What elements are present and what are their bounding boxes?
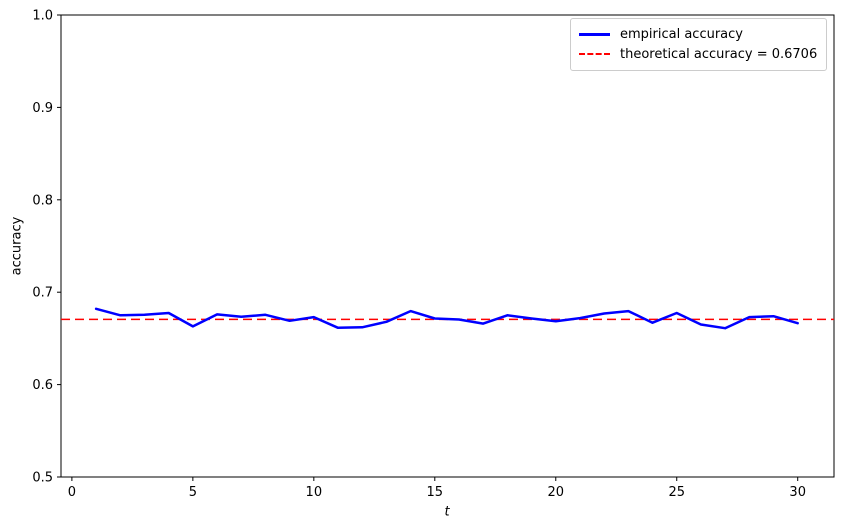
legend-item-empirical: empirical accuracy xyxy=(579,28,818,41)
legend-item-theoretical: theoretical accuracy = 0.6706 xyxy=(579,48,818,61)
legend-label-theoretical: theoretical accuracy = 0.6706 xyxy=(620,46,818,62)
x-axis-label: t xyxy=(444,504,450,520)
y-axis-label: accuracy xyxy=(9,216,25,276)
legend: empirical accuracy theoretical accuracy … xyxy=(570,18,827,71)
x-tick-label: 0 xyxy=(68,485,76,500)
y-tick-label: 0.8 xyxy=(32,193,53,208)
y-tick-label: 0.7 xyxy=(32,286,53,301)
legend-label-empirical: empirical accuracy xyxy=(620,27,743,43)
x-tick-label: 20 xyxy=(547,485,564,500)
y-tick-label: 0.5 xyxy=(32,471,53,486)
x-tick-label: 15 xyxy=(427,485,444,500)
x-tick-label: 10 xyxy=(306,485,323,500)
legend-line-sample-empirical xyxy=(579,33,610,37)
plot-border xyxy=(60,14,835,478)
x-tick-label: 5 xyxy=(189,485,197,500)
x-tick-label: 30 xyxy=(789,485,806,500)
y-tick-label: 1.0 xyxy=(32,9,53,24)
empirical-accuracy-line xyxy=(94,307,799,330)
x-tick-label: 25 xyxy=(668,485,685,500)
legend-line-sample-theoretical xyxy=(579,53,610,56)
y-tick-label: 0.6 xyxy=(32,378,53,393)
y-tick-label: 0.9 xyxy=(32,101,53,116)
